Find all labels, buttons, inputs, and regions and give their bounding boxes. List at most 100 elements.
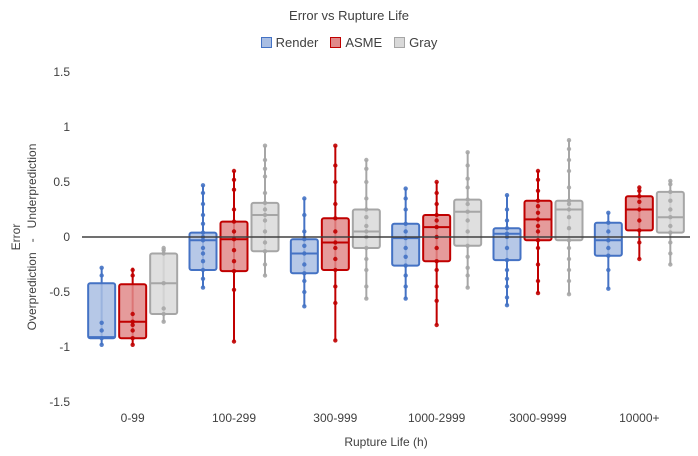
render-point: [606, 220, 611, 225]
render-point: [606, 253, 611, 258]
asme-point: [130, 311, 135, 317]
render-point: [606, 238, 611, 243]
asme-point: [231, 268, 237, 274]
render-point: [302, 243, 307, 248]
legend-label-render: Render: [275, 35, 319, 50]
gray-point: [566, 185, 572, 190]
render-point: [99, 273, 104, 278]
asme-point: [637, 218, 642, 223]
asme-point: [434, 298, 439, 303]
asme-point: [637, 199, 642, 204]
y-tick-label: 1.5: [53, 65, 70, 79]
gray-point: [566, 226, 572, 231]
y-tick-label: -1.5: [49, 395, 70, 409]
render-point: [302, 212, 307, 218]
y-axis: -1.5 -1 -0.5 0 0.5 1 1.5: [49, 65, 70, 409]
gray-point: [465, 265, 470, 270]
x-tick-label: 0-99: [121, 411, 145, 425]
asme-point: [333, 338, 338, 343]
render-point: [302, 237, 307, 242]
render-point: [302, 229, 307, 234]
render-point: [99, 336, 104, 341]
gray-point: [465, 176, 470, 181]
gray-point: [465, 243, 470, 248]
gray-point: [668, 182, 673, 187]
gray-point: [161, 319, 166, 324]
asme-point: [434, 245, 439, 251]
gray-point: [566, 138, 572, 143]
gray-point: [364, 256, 369, 262]
asme-point: [333, 179, 338, 185]
gray-point: [465, 150, 470, 155]
legend-swatch-asme: [330, 37, 342, 48]
asme-point: [535, 198, 541, 203]
asme-point: [333, 229, 338, 234]
gray-box: [554, 199, 584, 242]
legend-swatch-render: [260, 37, 272, 48]
gray-point: [566, 198, 572, 203]
asme-point: [333, 300, 338, 306]
gray-point: [668, 215, 673, 220]
legend: Render ASME Gray: [0, 35, 698, 50]
render-point: [99, 320, 104, 325]
asme-point: [231, 219, 237, 224]
gray-point: [668, 223, 673, 229]
y-axis-title-line: Overprediction - Underprediction: [25, 144, 39, 331]
gray-point: [364, 223, 369, 229]
legend-label-asme: ASME: [345, 35, 383, 50]
y-axis-title-line: Error: [9, 224, 23, 251]
asme-point: [637, 194, 642, 199]
asme-point: [434, 224, 439, 230]
gray-point: [668, 230, 673, 235]
render-point: [200, 285, 206, 290]
render-point: [504, 226, 510, 231]
legend-label-gray: Gray: [409, 35, 438, 50]
gray-point: [262, 143, 268, 148]
asme-point: [130, 273, 135, 278]
box-series: [87, 138, 685, 347]
y-tick-label: 0.5: [53, 175, 70, 189]
gray-point: [465, 197, 470, 202]
x-axis: 0-99 100-299 300-999 1000-2999 3000-9999 1000…: [121, 411, 660, 425]
gray-point: [161, 306, 166, 311]
x-tick-label: 1000-2999: [408, 411, 466, 425]
gray-point: [668, 198, 673, 203]
asme-point: [130, 328, 135, 333]
gray-point: [364, 296, 369, 301]
gray-point: [668, 189, 673, 195]
asme-point: [231, 177, 237, 182]
render-point: [200, 267, 206, 273]
gray-point: [465, 273, 470, 278]
asme-point: [637, 240, 642, 245]
render-point: [403, 229, 408, 234]
legend-item-render: Render: [260, 35, 319, 50]
gray-point: [566, 267, 572, 273]
asme-point: [130, 342, 135, 347]
render-point: [504, 245, 510, 251]
gray-point: [161, 281, 166, 286]
asme-point: [231, 187, 237, 192]
render-point: [403, 254, 408, 259]
render-point: [200, 238, 206, 243]
x-tick-label: 100-299: [212, 411, 256, 425]
gray-point: [364, 166, 369, 171]
gray-point: [465, 229, 470, 234]
render-point: [200, 245, 206, 251]
render-point: [200, 276, 206, 281]
render-point: [99, 328, 104, 333]
gray-point: [161, 251, 166, 256]
render-point: [99, 265, 104, 270]
asme-point: [333, 284, 338, 289]
asme-point: [535, 229, 541, 234]
render-point: [200, 221, 206, 226]
render-point: [504, 284, 510, 289]
gray-point: [566, 201, 572, 207]
render-point: [302, 196, 307, 201]
asme-point: [535, 168, 541, 174]
gray-point: [262, 212, 268, 218]
render-point: [302, 278, 307, 284]
asme-point: [333, 240, 338, 245]
asme-box: [219, 220, 249, 273]
asme-point: [231, 207, 237, 212]
render-point: [302, 251, 307, 256]
